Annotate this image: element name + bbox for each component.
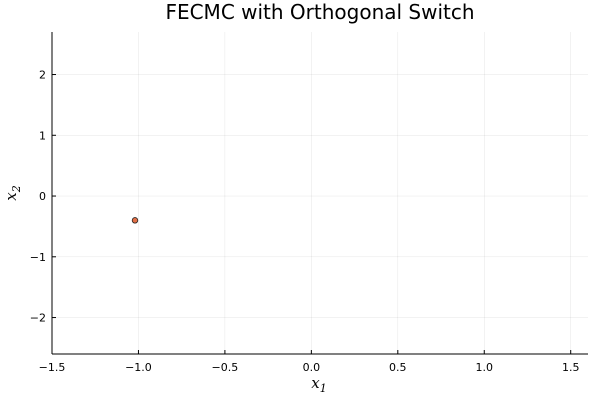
data-point — [131, 217, 139, 224]
grid-lines — [51, 32, 588, 354]
x-tick-label: −0.5 — [212, 361, 239, 374]
x-tick-label: 1.5 — [562, 361, 580, 374]
x-axis-label: x1 — [311, 374, 326, 395]
y-tick-label: −2 — [30, 312, 46, 325]
y-tick-label: 0 — [39, 190, 46, 203]
x-tick-label: 0.0 — [303, 361, 321, 374]
x-tick-label: −1.0 — [125, 361, 152, 374]
x-axis-ticks: −1.5 −1.0 −0.5 0.0 0.5 1.0 1.5 — [39, 350, 580, 374]
y-axis-label: x2 — [2, 185, 23, 200]
y-tick-label: −1 — [30, 251, 46, 264]
y-axis-ticks: −2 −1 0 1 2 — [30, 69, 56, 325]
x-axis-label-base: x — [311, 374, 320, 392]
y-tick-label: 1 — [39, 129, 46, 142]
y-tick-label: 2 — [39, 69, 46, 82]
axes — [51, 32, 588, 355]
x-tick-label: 0.5 — [389, 361, 407, 374]
chart-title: FECMC with Orthogonal Switch — [165, 0, 474, 24]
x-axis-label-subscript: 1 — [320, 382, 327, 395]
data-points — [131, 217, 139, 224]
x-tick-label: 1.0 — [476, 361, 494, 374]
y-axis-label-subscript: 2 — [10, 185, 23, 193]
y-axis-label-base: x — [2, 192, 20, 201]
x-tick-label: −1.5 — [39, 361, 66, 374]
